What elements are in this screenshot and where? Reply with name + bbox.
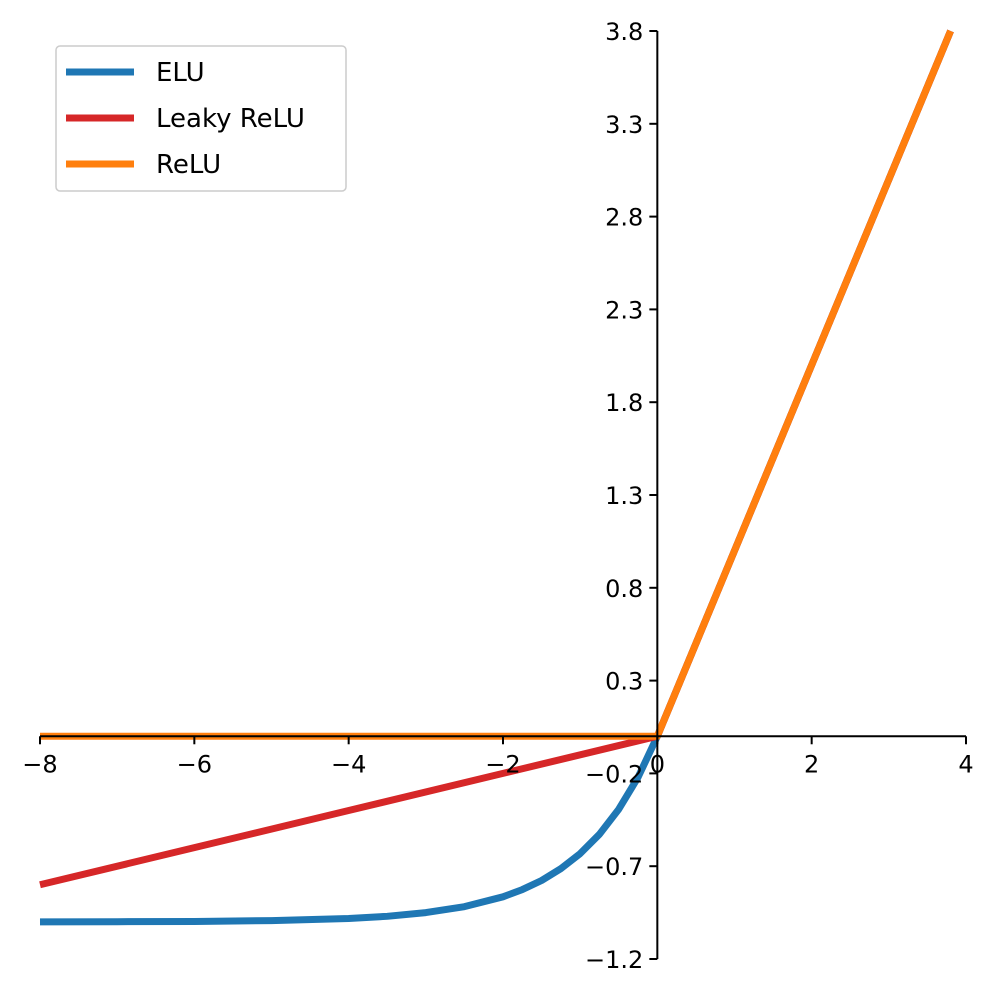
y-tick-label: 3.3 xyxy=(605,111,643,139)
x-tick-label: 4 xyxy=(958,750,973,778)
legend: ELU Leaky ReLU ReLU xyxy=(55,45,347,192)
x-tick-label: −2 xyxy=(485,750,520,778)
y-tick-label: 3.8 xyxy=(605,18,643,46)
legend-label-leaky-relu: Leaky ReLU xyxy=(156,104,305,134)
y-tick-label: −0.7 xyxy=(585,853,643,881)
x-tick-label: 2 xyxy=(804,750,819,778)
x-tick-label: −8 xyxy=(22,750,57,778)
y-tick-label: 1.3 xyxy=(605,482,643,510)
y-tick-label: 0.3 xyxy=(605,668,643,696)
ticks-layer: −8 −6 −4 −2 0 2 4 −1.2 −0.7 −0.2 0.3 0.8 1.3 1.8 2.3 2.… xyxy=(22,18,973,974)
y-tick-label: 0.8 xyxy=(605,575,643,603)
y-tick-label: 2.3 xyxy=(605,296,643,324)
x-tick-label: −4 xyxy=(331,750,366,778)
x-tick-label: 0 xyxy=(650,750,665,778)
y-tick-label: −1.2 xyxy=(585,946,643,974)
legend-frame xyxy=(55,45,347,192)
legend-label-elu: ELU xyxy=(156,58,205,88)
y-tick-label: −0.2 xyxy=(585,760,643,788)
legend-label-relu: ReLU xyxy=(156,150,221,180)
x-tick-label: −6 xyxy=(177,750,212,778)
y-tick-label: 1.8 xyxy=(605,389,643,417)
y-tick-label: 2.8 xyxy=(605,204,643,232)
